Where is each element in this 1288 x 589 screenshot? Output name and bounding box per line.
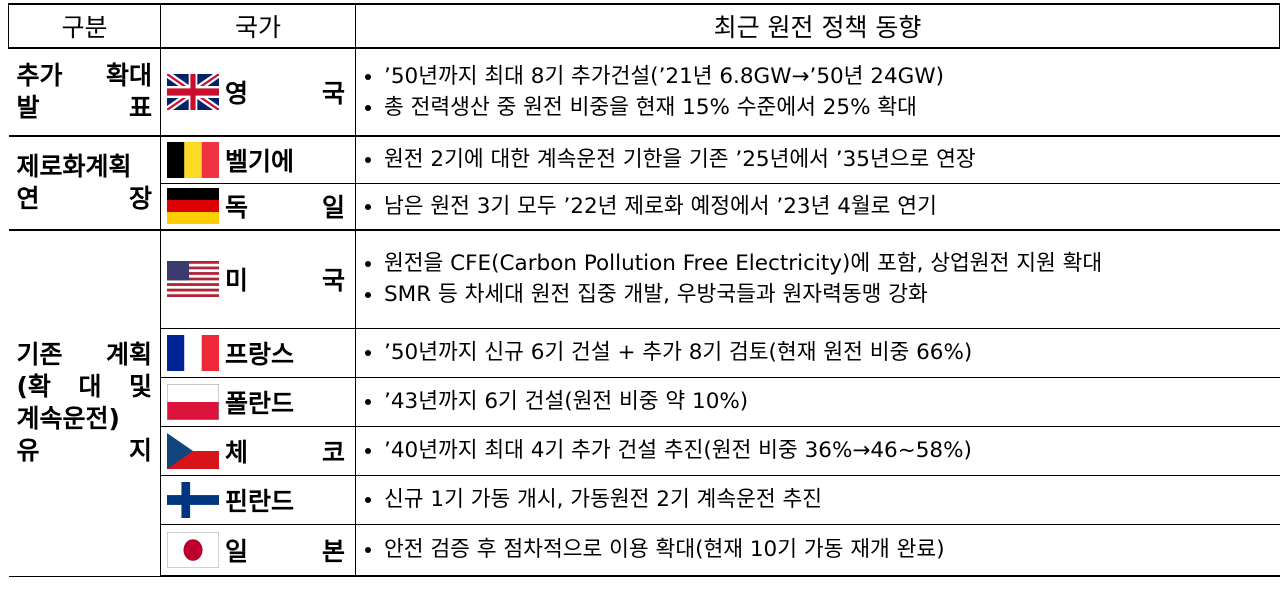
country-cell: 미 국: [160, 229, 356, 329]
policy-list: 남은 원전 3기 모두 ’22년 제로화 예정에서 ’23년 4월로 연기: [362, 191, 1274, 222]
country-cell: 영 국: [160, 47, 356, 137]
group-label: 기존 계획: [16, 340, 153, 370]
row: 프랑스 ’50년까지 신규 6기 건설 + 추가 8기 검토(현재 원전 비중 …: [9, 327, 1280, 378]
policy-cell: 안전 검증 후 점차적으로 이용 확대(현재 10기 가동 재개 완료): [355, 523, 1280, 577]
policy-cell: ’43년까지 6기 건설(원전 비중 약 10%): [355, 376, 1280, 427]
country-name: 폴란드: [225, 388, 295, 418]
policy: ’40년까지 최대 4기 추가 건설 추진(원전 비중 36%→46~58%): [384, 435, 1274, 466]
group-label: 추가 확대: [16, 61, 153, 90]
policy: 원전 2기에 대한 계속운전 기한을 기존 ’25년에서 ’35년으로 연장: [384, 144, 1274, 175]
policy-cell: ’40년까지 최대 4기 추가 건설 추진(원전 비중 36%→46~58%): [355, 425, 1280, 476]
row: 일 본 안전 검증 후 점차적으로 이용 확대(현재 10기 가동 재개 완료): [9, 523, 1280, 577]
flag: [167, 74, 219, 110]
country-cell: 체 코: [160, 425, 356, 476]
flag: [167, 334, 219, 371]
country-cell: 일 본: [160, 523, 356, 577]
policy-list: ’43년까지 6기 건설(원전 비중 약 10%): [362, 386, 1274, 417]
country-name: 미 국: [225, 266, 345, 296]
group-label: 제로화계획: [16, 152, 132, 181]
group-label: 유 지: [16, 436, 153, 466]
policy: 남은 원전 3기 모두 ’22년 제로화 예정에서 ’23년 4월로 연기: [384, 191, 1274, 222]
policy: ’43년까지 6기 건설(원전 비중 약 10%): [384, 386, 1274, 417]
country-name: 프랑스: [225, 339, 295, 369]
group-cell: 기존 계획 (확 대 및 계속운전) 유 지: [8, 229, 161, 577]
policy: 신규 1기 가동 개시, 가동원전 2기 계속운전 추진: [384, 484, 1274, 515]
row: 체 코 ’40년까지 최대 4기 추가 건설 추진(원전 비중 36%→46~5…: [9, 425, 1280, 476]
policy: ’50년까지 신규 6기 건설 + 추가 8기 검토(현재 원전 비중 66%): [384, 337, 1274, 368]
country-cell: 독 일: [160, 182, 356, 231]
header-cell: 국가: [160, 3, 356, 49]
policy-list: 원전을 CFE(Carbon Pollution Free Electricit…: [362, 248, 1274, 310]
policy-cell: ’50년까지 최대 8기 추가건설(’21년 6.8GW→’50년 24GW)총…: [355, 47, 1280, 137]
group-label: 발 표: [16, 93, 153, 122]
policy-list: ’40년까지 최대 4기 추가 건설 추진(원전 비중 36%→46~58%): [362, 435, 1274, 466]
country: 핀란드: [167, 481, 345, 518]
policy-cell: 신규 1기 가동 개시, 가동원전 2기 계속운전 추진: [355, 474, 1280, 525]
policy-list: ’50년까지 신규 6기 건설 + 추가 8기 검토(현재 원전 비중 66%): [362, 337, 1274, 368]
policy: 안전 검증 후 점차적으로 이용 확대(현재 10기 가동 재개 완료): [384, 534, 1274, 565]
country: 영 국: [167, 74, 345, 110]
flag: [167, 481, 219, 518]
policy-table: 구분 국가 최근 원전 정책 동향 추가 확대발 표 영 국 ’50년까지 최대…: [8, 3, 1280, 577]
policy-cell: 원전을 CFE(Carbon Pollution Free Electricit…: [355, 229, 1280, 329]
country-cell: 폴란드: [160, 376, 356, 427]
country-cell: 프랑스: [160, 327, 356, 378]
country: 독 일: [167, 188, 345, 225]
country-name: 영 국: [225, 79, 345, 108]
policy-cell: 남은 원전 3기 모두 ’22년 제로화 예정에서 ’23년 4월로 연기: [355, 182, 1280, 231]
country-name: 일 본: [225, 536, 345, 566]
group-label: (확 대 및: [16, 372, 153, 402]
row: 추가 확대발 표 영 국 ’50년까지 최대 8기 추가건설(’21년 6.8G…: [8, 47, 1280, 137]
header-cell: 구분: [8, 3, 161, 49]
group-label: 계속운전): [16, 404, 120, 434]
policy-cell: 원전 2기에 대한 계속운전 기한을 기존 ’25년에서 ’35년으로 연장: [355, 135, 1280, 184]
flag: [167, 261, 219, 298]
country: 일 본: [167, 531, 345, 568]
policy-list: 원전 2기에 대한 계속운전 기한을 기존 ’25년에서 ’35년으로 연장: [362, 144, 1274, 175]
policy: SMR 등 차세대 원전 집중 개발, 우방국들과 원자력동맹 강화: [384, 279, 1274, 310]
flag: [167, 432, 219, 469]
header-cell: 최근 원전 정책 동향: [355, 3, 1280, 49]
flag: [167, 141, 219, 178]
country: 체 코: [167, 432, 345, 469]
policy-list: 신규 1기 가동 개시, 가동원전 2기 계속운전 추진: [362, 484, 1274, 515]
country: 프랑스: [167, 334, 345, 371]
country-cell: 핀란드: [160, 474, 356, 525]
country-name: 독 일: [225, 193, 345, 223]
country-cell: 벨기에: [160, 135, 356, 184]
policy-cell: ’50년까지 신규 6기 건설 + 추가 8기 검토(현재 원전 비중 66%): [355, 327, 1280, 378]
policy: ’50년까지 최대 8기 추가건설(’21년 6.8GW→’50년 24GW): [384, 61, 1274, 92]
group-label: 연 장: [16, 184, 153, 213]
row: 독 일 남은 원전 3기 모두 ’22년 제로화 예정에서 ’23년 4월로 연…: [9, 182, 1280, 231]
flag: [167, 188, 219, 225]
row: 폴란드 ’43년까지 6기 건설(원전 비중 약 10%): [9, 376, 1280, 427]
country: 벨기에: [167, 141, 345, 178]
flag: [167, 531, 219, 568]
country: 미 국: [167, 261, 345, 298]
policy-list: 안전 검증 후 점차적으로 이용 확대(현재 10기 가동 재개 완료): [362, 534, 1274, 565]
flag: [167, 383, 219, 420]
country: 폴란드: [167, 383, 345, 420]
row: 핀란드 신규 1기 가동 개시, 가동원전 2기 계속운전 추진: [9, 474, 1280, 525]
policy: 원전을 CFE(Carbon Pollution Free Electricit…: [384, 248, 1274, 279]
policy-list: ’50년까지 최대 8기 추가건설(’21년 6.8GW→’50년 24GW)총…: [362, 61, 1274, 123]
policy: 총 전력생산 중 원전 비중을 현재 15% 수준에서 25% 확대: [384, 92, 1274, 123]
country-name: 핀란드: [225, 486, 295, 516]
country-name: 체 코: [225, 437, 345, 467]
country-name: 벨기에: [225, 146, 295, 176]
header-row: 구분 국가 최근 원전 정책 동향: [8, 3, 1280, 49]
